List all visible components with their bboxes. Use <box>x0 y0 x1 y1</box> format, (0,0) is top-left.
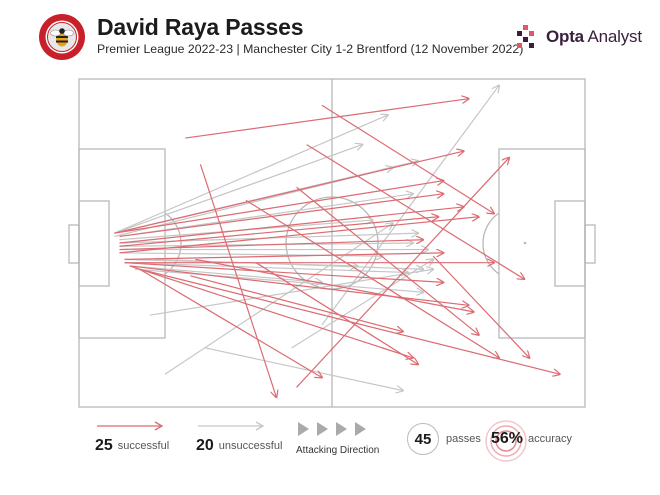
successful-pass-arrow-24 <box>432 255 529 358</box>
successful-pass-arrow-6 <box>119 217 438 247</box>
unsuccessful-pass-arrow-19 <box>321 86 499 326</box>
brand-logo: Opta Analyst <box>514 24 642 50</box>
right-goal <box>584 224 596 264</box>
successful-pass-arrow-1 <box>185 99 468 139</box>
right-penalty-area <box>498 148 586 339</box>
successful-pass-arrow-17 <box>199 164 276 397</box>
successful-pass-arrow-20 <box>321 104 494 213</box>
brand-name-light: Analyst <box>583 27 643 46</box>
unsuccessful-pass-arrow-16 <box>154 258 423 269</box>
successful-pass-arrow-3 <box>114 181 443 234</box>
unsuccessful-pass-arrow-1 <box>114 115 387 234</box>
unsuccessful-pass-arrow-14 <box>134 268 423 292</box>
accuracy-label: accuracy <box>528 433 573 445</box>
legend: 25 successful 20 unsuccessful Attacking … <box>0 415 660 465</box>
successful-pass-arrow-21 <box>296 186 479 335</box>
passes-stat: 45 passes <box>407 423 481 455</box>
successful-legend: 25 successful <box>95 437 169 455</box>
successful-pass-arrow-18 <box>245 199 499 357</box>
left-penalty-arc <box>164 212 182 275</box>
unsuccessful-legend: 20 unsuccessful <box>196 437 282 455</box>
successful-pass-arrow-22 <box>255 262 418 365</box>
successful-pass-arrow-16 <box>195 258 473 311</box>
pitch-markings <box>68 78 596 408</box>
successful-pass-arrow-9 <box>124 253 444 260</box>
unsuccessful-count: 20 <box>196 437 214 454</box>
brand-name: Opta Analyst <box>546 27 642 47</box>
attacking-direction-label: Attacking Direction <box>296 445 380 456</box>
accuracy-value: 56% <box>491 430 524 447</box>
right-penalty-spot <box>523 241 527 245</box>
unsuccessful-pass-arrow-12 <box>124 262 408 273</box>
unsuccessful-label: unsuccessful <box>218 440 283 452</box>
unsuccessful-legend-arrow-icon <box>198 421 265 431</box>
successful-pass-arrow-2 <box>114 151 463 234</box>
attacking-direction-arrows-icon <box>298 422 366 436</box>
successful-pass-arrow-12 <box>129 265 469 305</box>
page-title: David Raya Passes <box>97 14 304 40</box>
opta-mark-icon <box>517 25 534 48</box>
successful-pass-arrow-5 <box>119 207 463 244</box>
right-penalty-arc <box>482 212 500 275</box>
successful-passes <box>114 99 559 397</box>
passes-count: 45 <box>407 423 439 455</box>
accuracy-stat: 56% accuracy <box>491 430 572 448</box>
left-goal <box>68 224 80 264</box>
left-six-yard-box <box>78 200 110 287</box>
successful-legend-arrow-icon <box>97 421 164 431</box>
unsuccessful-pass-arrow-15 <box>149 269 433 316</box>
unsuccessful-pass-arrow-2 <box>114 145 362 234</box>
successful-pass-arrow-19 <box>306 144 525 279</box>
successful-pass-arrow-25 <box>296 158 510 388</box>
unsuccessful-pass-arrow-13 <box>129 265 322 282</box>
successful-pass-arrow-7 <box>119 217 478 254</box>
right-six-yard-box <box>554 200 586 287</box>
unsuccessful-pass-arrow-18 <box>205 347 403 391</box>
page-subtitle: Premier League 2022-23 | Manchester City… <box>97 42 524 56</box>
successful-pass-arrow-8 <box>119 240 423 251</box>
successful-pass-arrow-23 <box>190 275 403 332</box>
successful-count: 25 <box>95 437 113 454</box>
brand-name-bold: Opta <box>546 27 584 46</box>
unsuccessful-pass-arrow-5 <box>119 194 412 238</box>
successful-pass-arrow-15 <box>139 268 322 377</box>
successful-pass-arrow-11 <box>124 262 444 283</box>
club-badge-logo <box>39 14 85 60</box>
accuracy-target-icon <box>485 420 527 462</box>
successful-label: successful <box>117 440 170 452</box>
successful-pass-arrow-4 <box>119 194 443 238</box>
successful-pass-arrow-13 <box>129 265 413 358</box>
unsuccessful-pass-arrow-20 <box>291 259 434 349</box>
passes-label: passes <box>446 433 481 445</box>
